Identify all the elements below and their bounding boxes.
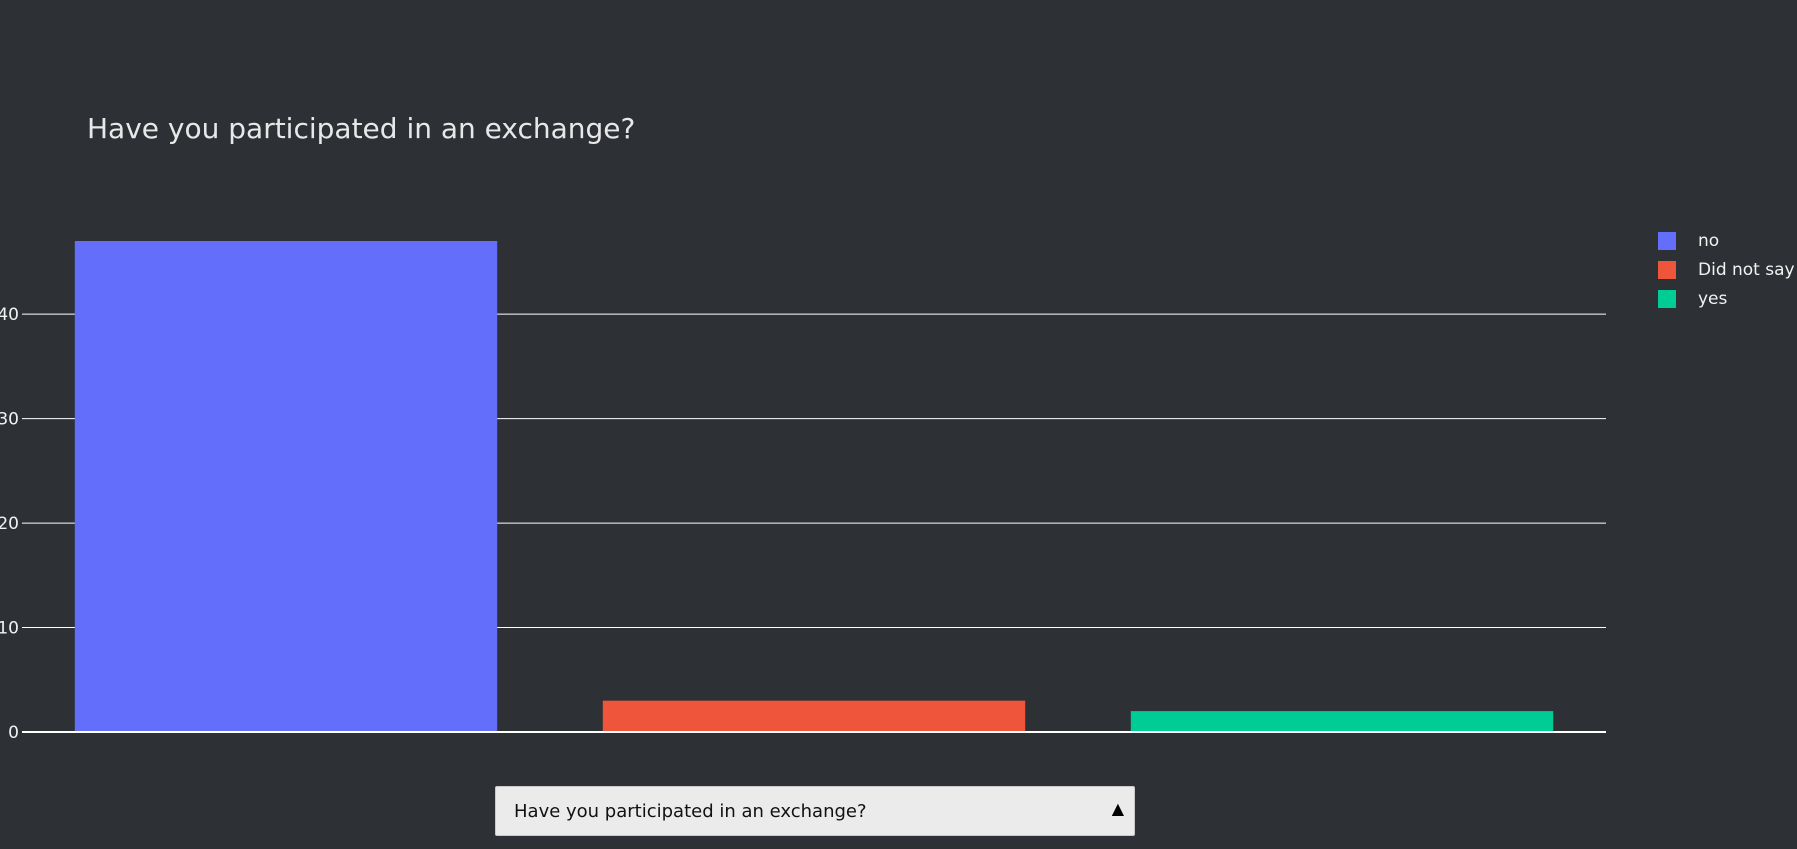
y-tick-label: 0 [8, 723, 19, 743]
legend-item-no[interactable]: no [1658, 226, 1797, 255]
question-dropdown[interactable]: Have you participated in an exchange? ▲ [495, 786, 1135, 836]
bars [74, 241, 1554, 732]
legend-label: no [1698, 230, 1720, 251]
legend-item-yes[interactable]: yes [1658, 284, 1797, 313]
legend-swatch [1658, 231, 1676, 250]
bar-no[interactable] [74, 241, 498, 732]
y-tick-label: 10 [0, 619, 19, 639]
bar-did-not-say[interactable] [602, 700, 1026, 732]
bar-yes[interactable] [1130, 711, 1554, 732]
legend-swatch [1658, 260, 1676, 279]
y-tick-label: 30 [0, 410, 19, 430]
chart-title: Have you participated in an exchange? [87, 112, 636, 145]
legend: no Did not say yes [1658, 226, 1797, 313]
triangle-up-icon[interactable]: ▲ [1111, 799, 1124, 818]
legend-label: Did not say [1698, 259, 1795, 280]
dropdown-selected-value: Have you participated in an exchange? [514, 800, 867, 822]
y-axis-ticks: 0 10 20 30 40 [0, 305, 19, 743]
legend-item-did-not-say[interactable]: Did not say [1658, 255, 1797, 284]
y-tick-label: 20 [0, 514, 19, 534]
y-tick-label: 40 [0, 305, 19, 325]
legend-swatch [1658, 289, 1676, 308]
legend-label: yes [1698, 288, 1728, 309]
